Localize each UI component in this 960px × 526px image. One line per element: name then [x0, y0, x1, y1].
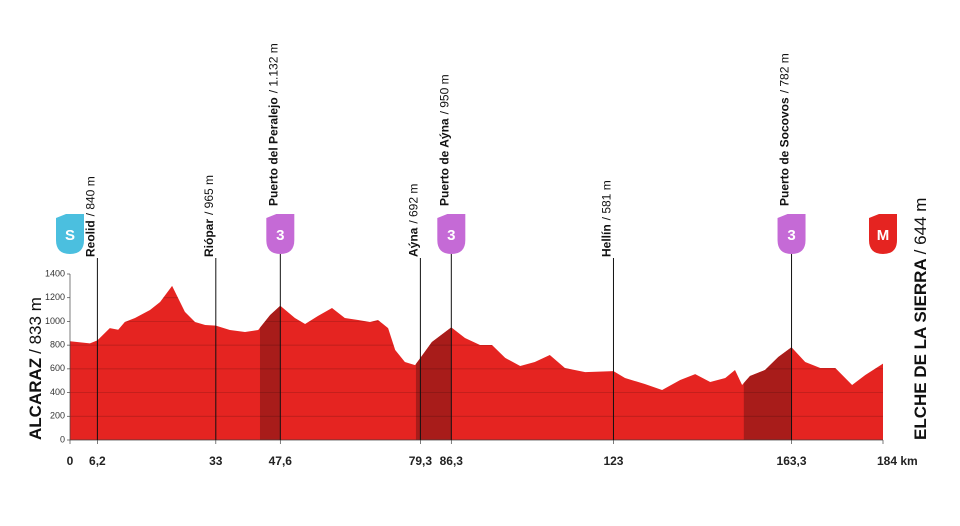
- label-altitude: / 950 m: [437, 74, 451, 114]
- label: Riópar / 965 m: [202, 175, 216, 257]
- y-tick-label: 1200: [45, 292, 65, 302]
- climb-segment: [743, 347, 792, 440]
- x-tick-label: 86,3: [440, 454, 464, 468]
- badge-label: 3: [276, 227, 284, 244]
- label-name: Riópar: [202, 219, 216, 257]
- label-altitude: / 833 m: [26, 297, 45, 354]
- label-name: Puerto de Aýna: [437, 118, 451, 206]
- badge-label: 3: [787, 227, 795, 244]
- label-altitude: / 840 m: [84, 176, 98, 216]
- climb-segment: [415, 327, 452, 440]
- y-tick-label: 0: [60, 434, 65, 444]
- badge-label: 3: [447, 227, 455, 244]
- label: Hellín / 581 m: [600, 180, 614, 257]
- x-tick-label: 163,3: [777, 454, 807, 468]
- badge: [869, 214, 897, 254]
- y-tick-label: 1400: [45, 268, 65, 278]
- y-tick-label: 600: [50, 363, 65, 373]
- x-tick-label: 0: [67, 454, 74, 468]
- y-tick-label: 1000: [45, 316, 65, 326]
- badge: [777, 214, 806, 254]
- label-name: ELCHE DE LA SIERRA: [911, 258, 930, 440]
- x-tick-label: 47,6: [269, 454, 293, 468]
- label-altitude: / 782 m: [778, 53, 792, 93]
- y-tick-label: 800: [50, 340, 65, 350]
- label-name: Puerto de Socovos: [778, 97, 792, 206]
- label: Puerto del Peralejo / 1.132 m: [266, 43, 280, 206]
- x-tick-label: 6,2: [89, 454, 106, 468]
- badge-label: S: [65, 227, 75, 244]
- label-altitude: / 644 m: [911, 198, 930, 255]
- badge: [266, 214, 295, 254]
- badge: [56, 214, 84, 254]
- label: Puerto de Aýna / 950 m: [437, 74, 451, 206]
- label: Aýna / 692 m: [407, 184, 421, 257]
- label-name: Hellín: [600, 224, 614, 257]
- y-tick-label: 200: [50, 411, 65, 421]
- label-name: Puerto del Peralejo: [266, 97, 280, 206]
- badge-label: M: [877, 227, 890, 244]
- x-tick-label: 184 km: [877, 454, 918, 468]
- label-name: Aýna: [407, 227, 421, 257]
- label-name: ALCARAZ: [26, 358, 45, 440]
- label-name: Reolid: [84, 220, 98, 257]
- x-tick-label: 123: [603, 454, 623, 468]
- label-altitude: / 965 m: [202, 175, 216, 215]
- label: ELCHE DE LA SIERRA / 644 m: [911, 198, 930, 440]
- label: Puerto de Socovos / 782 m: [778, 53, 792, 206]
- label-altitude: / 692 m: [407, 184, 421, 224]
- x-tick-label: 33: [209, 454, 223, 468]
- label: ALCARAZ / 833 m: [26, 297, 45, 440]
- y-tick-label: 400: [50, 387, 65, 397]
- label: Reolid / 840 m: [84, 176, 98, 257]
- climb-segment: [259, 305, 281, 440]
- badge: [437, 214, 466, 254]
- label-altitude: / 1.132 m: [266, 43, 280, 93]
- x-tick-label: 79,3: [409, 454, 433, 468]
- label-altitude: / 581 m: [600, 180, 614, 220]
